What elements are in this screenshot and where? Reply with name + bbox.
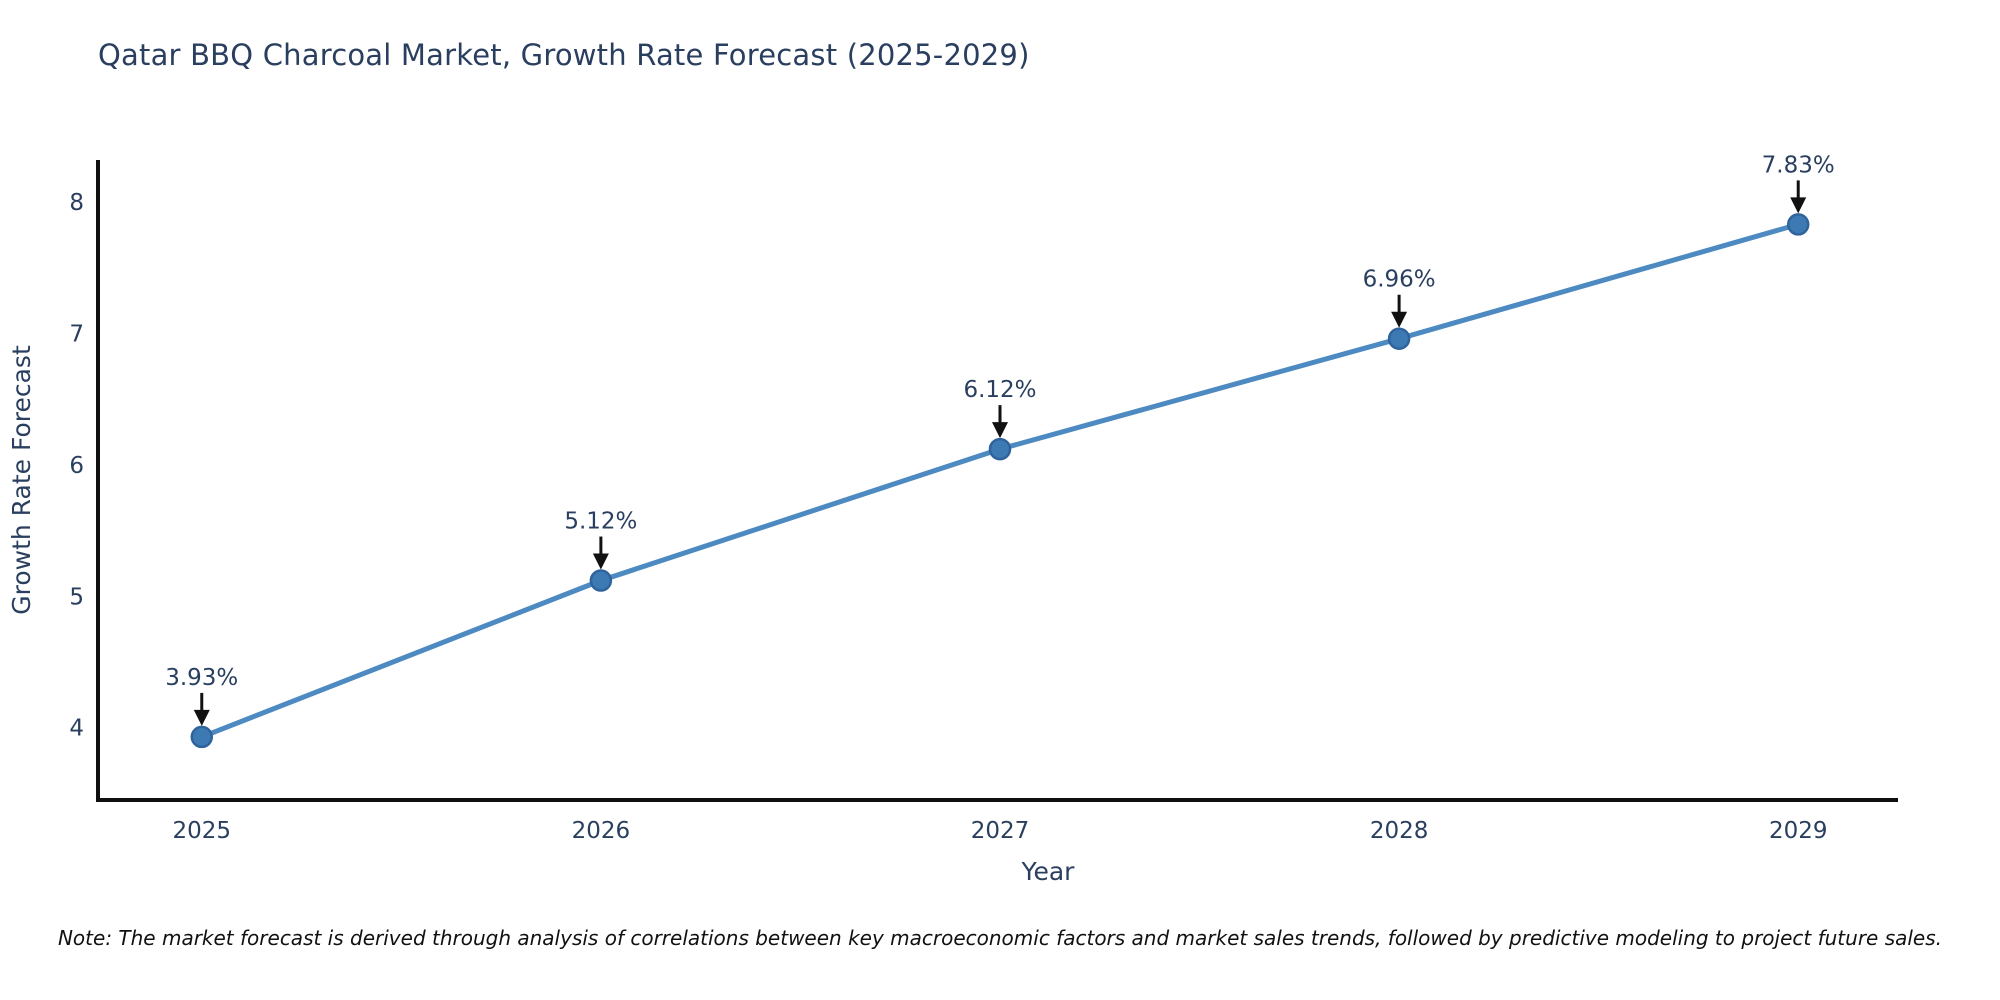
annotation-arrow-head	[592, 553, 609, 570]
annotation-arrow-head	[991, 422, 1008, 439]
footnote: Note: The market forecast is derived thr…	[57, 926, 1943, 950]
y-tick-label: 5	[69, 584, 84, 610]
data-point-marker[interactable]	[988, 437, 1012, 461]
data-point-marker[interactable]	[1387, 327, 1411, 350]
x-tick-label: 2028	[1370, 818, 1429, 844]
series-line	[199, 221, 1801, 740]
x-tick-label: 2027	[971, 818, 1030, 844]
y-axis-title: Growth Rate Forecast	[7, 345, 36, 615]
y-tick-label: 6	[69, 453, 84, 479]
x-tick-label: 2029	[1769, 818, 1828, 844]
data-point-marker[interactable]	[589, 569, 613, 592]
y-tick-label: 8	[69, 190, 84, 216]
annotation-arrow-head	[193, 709, 210, 726]
point-label: 6.12%	[963, 377, 1036, 403]
data-point-marker[interactable]	[190, 725, 214, 749]
annotation-arrow-head	[1790, 197, 1807, 214]
point-label: 6.96%	[1363, 267, 1436, 293]
point-label: 7.83%	[1762, 152, 1835, 178]
data-point-marker[interactable]	[1786, 213, 1810, 236]
point-label: 5.12%	[564, 509, 637, 535]
point-label: 3.93%	[165, 665, 238, 691]
y-tick-label: 4	[69, 716, 84, 742]
y-tick-label: 7	[69, 321, 84, 347]
x-tick-label: 2026	[572, 818, 631, 844]
x-tick-label: 2025	[172, 818, 231, 844]
annotation-arrow-head	[1391, 311, 1408, 328]
x-axis-title: Year	[1021, 857, 1076, 886]
chart-title: Qatar BBQ Charcoal Market, Growth Rate F…	[98, 38, 1030, 72]
